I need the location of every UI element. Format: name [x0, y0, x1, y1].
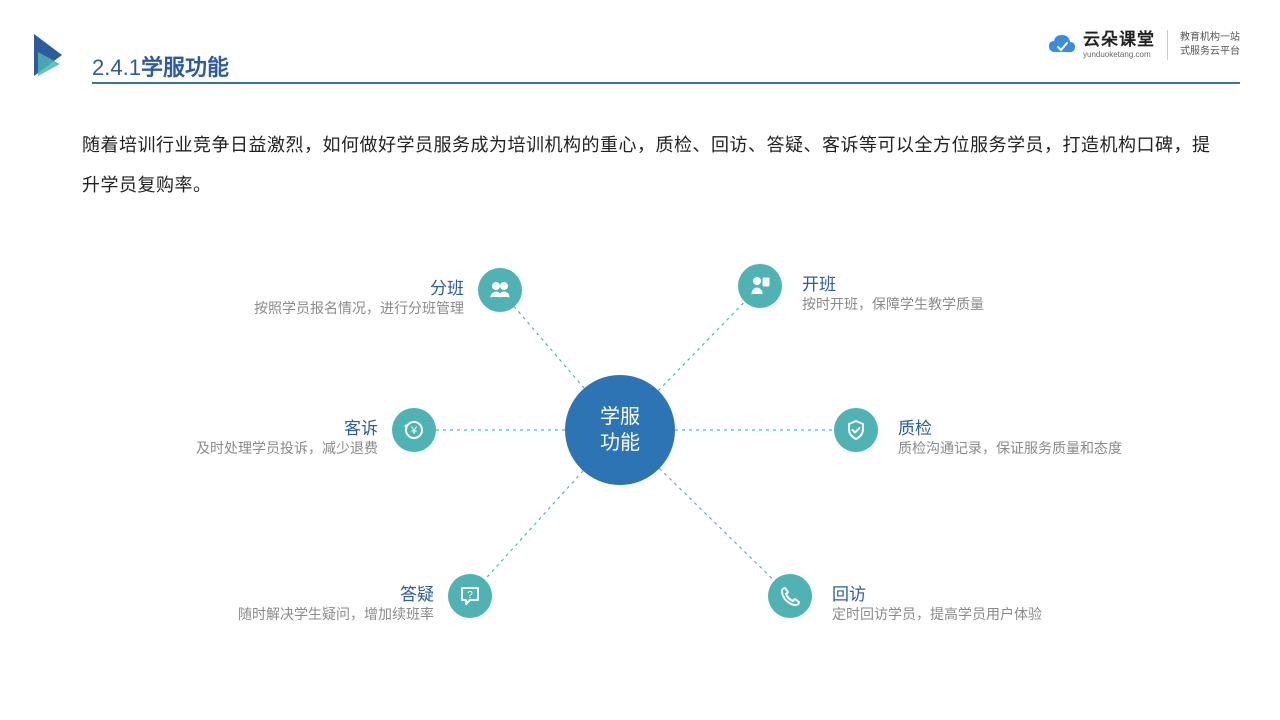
node-dayi-label: 答疑 [400, 580, 434, 605]
node-kaiban-desc: 按时开班，保障学生教学质量 [802, 294, 984, 314]
node-kesu-label: 客诉 [344, 414, 378, 439]
node-kaiban [738, 264, 782, 308]
node-zhijian-label: 质检 [898, 414, 932, 439]
node-dayi-desc: 随时解决学生疑问，增加续班率 [238, 604, 434, 624]
section-title: 学服功能 [141, 50, 229, 82]
node-fenban [478, 268, 522, 312]
svg-text:?: ? [467, 590, 473, 601]
node-kaiban-label: 开班 [802, 270, 836, 295]
section-header: 2.4.1 学服功能 [92, 50, 1240, 82]
center-hub: 学服功能 [565, 375, 675, 485]
node-huifang [768, 574, 812, 618]
node-fenban-desc: 按照学员报名情况，进行分班管理 [254, 298, 464, 318]
intro-paragraph: 随着培训行业竞争日益激烈，如何做好学员服务成为培训机构的重心，质检、回访、答疑、… [82, 126, 1220, 205]
brand-name: 云朵课堂 [1083, 31, 1155, 48]
node-kesu: ¥ [392, 408, 436, 452]
node-kesu-desc: 及时处理学员投诉，减少退费 [196, 438, 378, 458]
node-zhijian-desc: 质检沟通记录，保证服务质量和态度 [898, 438, 1122, 458]
header-triangle-icon [32, 34, 72, 74]
section-number: 2.4.1 [92, 55, 141, 81]
node-huifang-desc: 定时回访学员，提高学员用户体验 [832, 604, 1042, 624]
radial-diagram: 学服功能 分班按照学员报名情况，进行分班管理 开班按时开班，保障学生教学质量 ¥ 客诉及… [0, 230, 1280, 690]
node-zhijian [834, 408, 878, 452]
svg-text:¥: ¥ [410, 425, 418, 437]
title-underline [92, 82, 1240, 84]
node-dayi: ? [448, 574, 492, 618]
node-huifang-label: 回访 [832, 580, 866, 605]
node-fenban-label: 分班 [430, 274, 464, 299]
